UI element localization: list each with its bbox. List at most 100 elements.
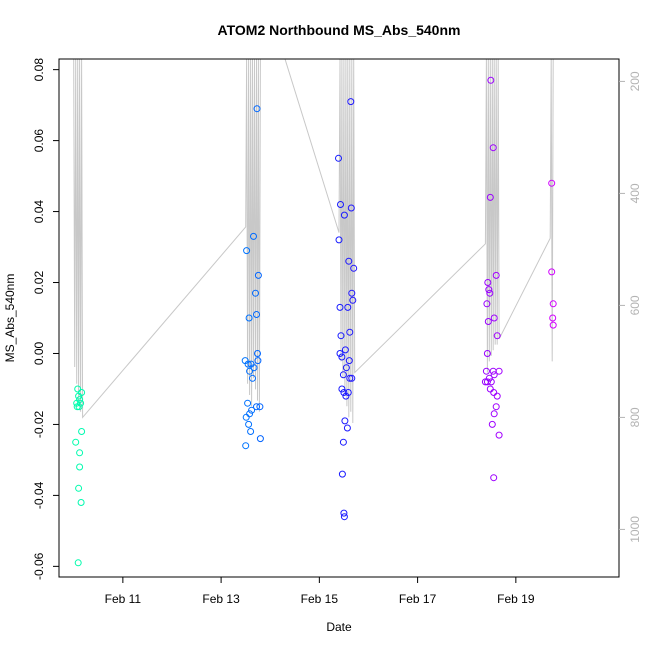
data-point: [73, 399, 81, 407]
right-tick-label: 800: [628, 407, 642, 427]
data-point: [337, 201, 344, 208]
y-tick-label: -0.06: [32, 552, 46, 580]
data-point: [73, 403, 81, 411]
data-point: [344, 389, 352, 396]
data-point: [495, 431, 503, 439]
data-point: [341, 417, 349, 425]
data-point: [348, 374, 356, 382]
x-axis: Feb 11 Feb 13 Feb 15 Feb 17 Feb 19: [105, 577, 535, 606]
data-point: [488, 420, 496, 428]
data-point: [487, 76, 495, 84]
data-point: [249, 374, 256, 382]
chart-title: ATOM2 Northbound MS_Abs_540nm: [218, 22, 461, 38]
data-point: [338, 385, 346, 393]
x-tick-label: Feb 19: [497, 592, 535, 606]
y-tick-label: 0.08: [32, 58, 46, 82]
data-point: [483, 350, 491, 357]
data-point: [338, 470, 346, 478]
data-point: [253, 311, 260, 318]
data-point: [490, 314, 498, 322]
data-point: [548, 268, 556, 276]
data-point: [349, 296, 357, 304]
data-point: [72, 438, 80, 446]
data-point: [337, 332, 345, 340]
data-point: [246, 367, 254, 375]
depth-trace-line: [73, 58, 554, 424]
data-point: [250, 364, 258, 372]
data-point: [548, 179, 556, 187]
data-point: [252, 289, 259, 297]
data-point: [78, 428, 86, 435]
data-point: [243, 247, 251, 255]
data-point: [342, 364, 350, 372]
data-point: [335, 154, 342, 162]
data-point: [489, 144, 497, 152]
depth-trace-layer: [73, 58, 554, 424]
data-point: [486, 385, 494, 393]
y-tick-label: 0.06: [32, 129, 46, 153]
data-point: [254, 271, 262, 279]
data-point: [490, 371, 498, 379]
data-point: [75, 484, 83, 492]
points-layer: [72, 76, 557, 567]
data-point: [254, 350, 261, 357]
data-point: [248, 406, 256, 414]
y-tick-label: -0.02: [32, 410, 46, 438]
data-point: [245, 420, 253, 428]
data-point: [481, 378, 489, 386]
data-point: [483, 378, 491, 386]
data-point: [336, 303, 344, 311]
data-point: [247, 428, 255, 435]
data-point: [343, 424, 351, 432]
data-point: [342, 392, 350, 400]
y-tick-label: 0.00: [32, 341, 46, 365]
y-tick-label: 0.02: [32, 271, 46, 295]
data-point: [483, 300, 491, 308]
data-point: [346, 328, 354, 336]
data-point: [256, 435, 264, 443]
data-point: [256, 403, 264, 411]
plot-frame: [58, 58, 620, 578]
data-point: [340, 513, 348, 521]
x-tick-label: Feb 11: [105, 592, 142, 606]
x-tick-label: Feb 13: [202, 592, 240, 606]
data-point: [245, 314, 253, 322]
data-point: [495, 367, 503, 375]
data-point: [486, 193, 494, 201]
x-tick-label: Feb 17: [399, 592, 437, 606]
y-tick-label: -0.04: [32, 481, 46, 509]
data-point: [345, 257, 353, 265]
data-point: [492, 271, 500, 279]
data-point: [336, 350, 344, 357]
data-point: [78, 389, 86, 396]
data-point: [490, 389, 498, 396]
x-tick-label: Feb 15: [301, 592, 339, 606]
data-point: [485, 286, 493, 294]
data-point: [341, 346, 349, 354]
data-point: [484, 279, 492, 286]
data-point: [335, 236, 343, 244]
right-tick-label: 600: [628, 295, 642, 315]
data-point: [344, 303, 352, 311]
data-point: [549, 300, 557, 308]
right-tick-label: 400: [628, 183, 642, 203]
right-tick-label: 1000: [628, 516, 642, 543]
y-axis: -0.06 -0.04 -0.02 0.00 0.02 0.04 0.06 0.08: [32, 58, 59, 580]
data-point: [339, 371, 347, 379]
data-point: [77, 499, 85, 506]
data-point: [346, 374, 354, 382]
data-point: [345, 357, 353, 365]
y-tick-label: 0.04: [32, 200, 46, 224]
data-point: [347, 98, 355, 106]
data-point: [340, 211, 348, 219]
data-point: [74, 385, 82, 393]
data-point: [254, 357, 262, 365]
data-point: [484, 318, 492, 325]
data-point: [244, 399, 252, 407]
data-point: [74, 559, 82, 567]
data-point: [75, 403, 83, 411]
data-point: [490, 410, 498, 418]
data-point: [242, 442, 250, 450]
data-point: [250, 232, 257, 240]
